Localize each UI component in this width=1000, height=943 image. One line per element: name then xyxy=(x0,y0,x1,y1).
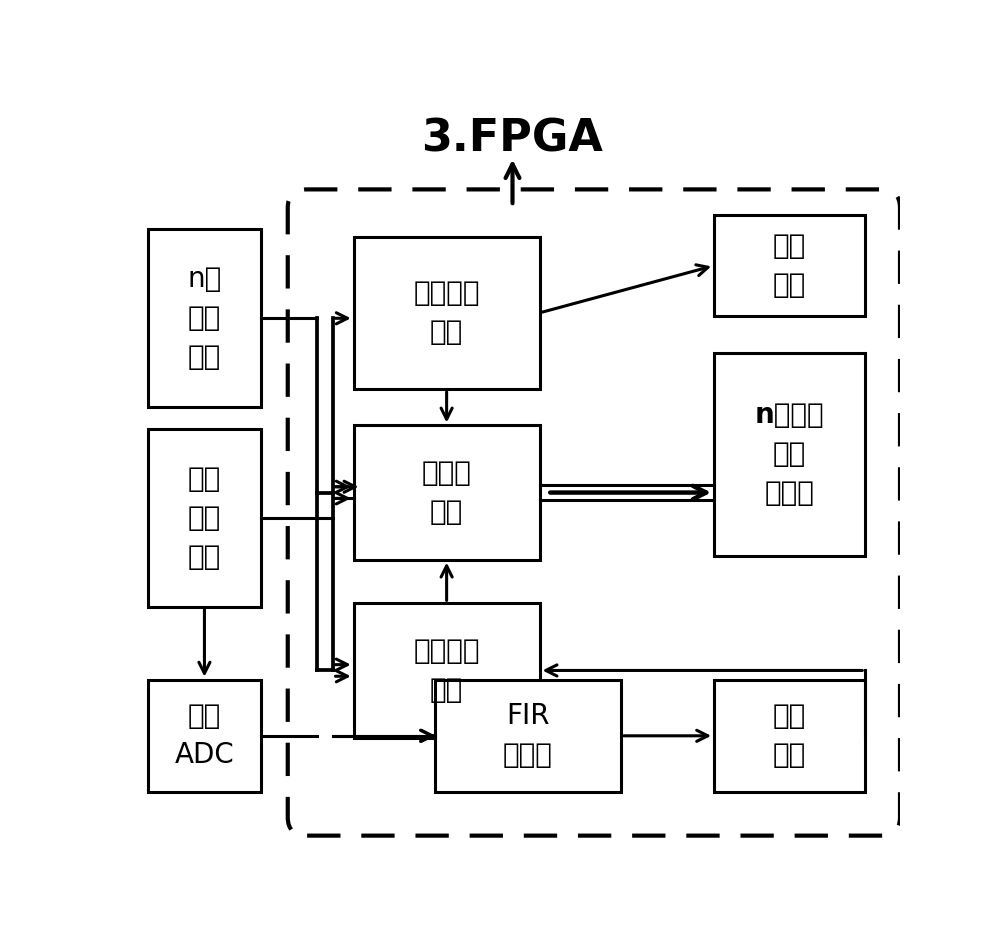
FancyBboxPatch shape xyxy=(435,680,621,792)
Text: 3.FPGA: 3.FPGA xyxy=(422,117,603,160)
Text: 高速
ADC: 高速 ADC xyxy=(175,703,234,769)
FancyBboxPatch shape xyxy=(148,229,261,407)
Text: 脉冲幅度
提取: 脉冲幅度 提取 xyxy=(413,637,480,703)
FancyBboxPatch shape xyxy=(354,604,540,737)
Text: FIR
滤波器: FIR 滤波器 xyxy=(503,703,553,769)
Text: n路
时间
信号: n路 时间 信号 xyxy=(187,265,222,372)
Text: 脉冲堆积
判别: 脉冲堆积 判别 xyxy=(413,279,480,346)
Text: 计数
矫正: 计数 矫正 xyxy=(773,232,806,299)
Text: 单路
能量
信号: 单路 能量 信号 xyxy=(188,465,221,571)
FancyBboxPatch shape xyxy=(714,353,865,556)
Text: 基线
估计: 基线 估计 xyxy=(773,703,806,769)
FancyBboxPatch shape xyxy=(354,237,540,389)
FancyBboxPatch shape xyxy=(714,680,865,792)
Text: 归一化
校正: 归一化 校正 xyxy=(422,459,472,526)
FancyBboxPatch shape xyxy=(354,425,540,560)
FancyBboxPatch shape xyxy=(148,429,261,607)
Text: n路谱线
存储
与传输: n路谱线 存储 与传输 xyxy=(755,402,824,507)
FancyBboxPatch shape xyxy=(148,680,261,792)
FancyBboxPatch shape xyxy=(714,215,865,317)
